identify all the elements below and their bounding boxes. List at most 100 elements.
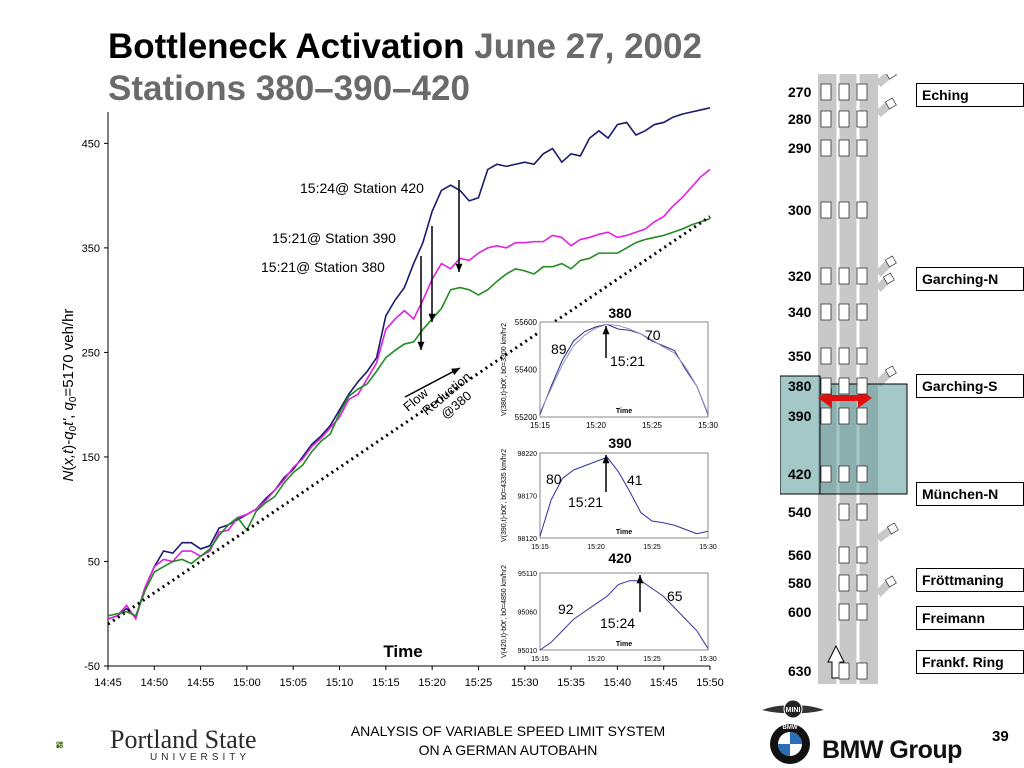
bmw-logos: MINI BMW [762,699,824,764]
title-stations: Stations 380–390–420 [108,69,470,108]
inset-title: 420 [608,550,632,566]
y-tick-label: 50 [88,556,100,568]
slide-number: 39 [992,728,1009,745]
lane-sign [820,465,832,483]
lane-sign [856,110,868,128]
inset-x-tick-label: 15:15 [531,656,549,663]
inset-380-label-time: 15:21 [610,353,645,369]
annotation-station-390: 15:21@ Station 390 [272,230,396,246]
lane-sign [838,83,850,101]
km-label: 280 [788,111,812,127]
series-line-2 [107,217,711,617]
x-tick-label: 15:10 [326,677,354,689]
ramp-sign [884,255,897,268]
inset-chart-390: 390 98120 98170 98220 15:15 15:20 15:25 15:30 Ti… [501,435,717,551]
slide-title: Bottleneck Activation June 27, 2002 Stat… [108,26,702,110]
lane-sign [838,347,850,365]
km-label: 270 [788,84,812,100]
km-label: 320 [788,268,812,284]
annotation-station-380: 15:21@ Station 380 [261,259,385,275]
inset-x-tick-label: 15:30 [699,544,717,551]
annotation-arrow-390-head [428,313,436,322]
km-label: 290 [788,140,812,156]
lane-sign [856,662,868,680]
inset-series-line-1 [539,323,709,414]
main-chart: -50 50 150 250 350 450 14:45 14:50 14:55 15:00 15:… [60,107,724,689]
footer-line-2: ON A GERMAN AUTOBAHN [418,742,598,758]
lane-sign [820,303,832,321]
inset-chart-420: 420 95010 95060 95110 15:15 15:20 15:25 15:30 Ti… [501,550,717,663]
x-tick-label: 15:15 [372,677,400,689]
inset-x-tick-label: 15:15 [530,421,551,430]
place-label-freimann: Freimann [916,606,1024,630]
x-tick-label: 15:20 [418,677,446,689]
x-tick-label: 15:25 [465,677,493,689]
lane-sign [838,303,850,321]
lane-sign [820,407,832,425]
lane-sign [838,603,850,621]
lane-sign [838,465,850,483]
lane-sign [820,83,832,101]
inset-x-tick-label: 15:20 [586,421,607,430]
company-name: BMW Group [822,736,962,764]
psu-logo-icon [56,741,63,749]
reference-line [107,215,711,626]
title-main: Bottleneck Activation [108,27,475,66]
ramp-sign [884,74,897,80]
inset-y-axis-title: V(380,t)-b0t', b0=3300 km/hr2 [501,323,508,416]
km-label: 350 [788,348,812,364]
annotation-arrow-420-head [455,263,463,272]
inset-series-line-0 [539,580,709,651]
ramp-sign [884,97,897,110]
inset-y-tick-label: 95060 [518,610,538,617]
series-line-0 [107,107,711,620]
annotation-arrow-flow-head [451,368,460,375]
inset-x-tick-label: 15:25 [642,421,663,430]
y-tick-label: 250 [82,347,100,359]
inset-plot-area [539,572,709,651]
y-axis-title: N(x,t)-q0t', q0=5170 veh/hr [60,309,79,482]
inset-x-tick-label: 15:15 [531,544,549,551]
lane-sign [838,662,850,680]
lane-sign [856,603,868,621]
x-tick-label: 15:50 [696,677,724,689]
lane-sign [856,574,868,592]
inset-y-tick-label: 95010 [518,648,538,655]
inset-390-label-right: 41 [627,472,643,488]
y-tick-label: 150 [82,452,100,464]
lane-sign [838,201,850,219]
lane-sign [838,407,850,425]
inset-y-tick-label: 55200 [515,413,538,422]
svg-text:MINI: MINI [786,707,801,714]
inset-390-label-left: 80 [546,471,562,487]
lane-sign [856,465,868,483]
place-label-garching-n: Garching-N [916,267,1024,291]
inset-title: 390 [608,435,632,451]
lane-sign [856,303,868,321]
km-label: 600 [788,604,812,620]
place-label-eching: Eching [916,83,1024,107]
inset-x-tick-label: 15:20 [587,656,605,663]
lane-sign [856,83,868,101]
lane-sign [856,377,868,395]
annotation-arrow-380-head [417,341,425,350]
annotation-flow-reduction: FlowReduction@380 [400,357,483,437]
lane-sign [856,407,868,425]
inset-y-tick-label: 95110 [518,571,537,578]
x-tick-label: 15:30 [511,677,539,689]
place-label-froettmaning: Fröttmaning [916,568,1024,592]
ramp-sign [884,365,897,378]
y-tick-label: 350 [82,243,100,255]
inset-x-axis-title: Time [616,529,632,536]
x-tick-label: 14:45 [94,677,122,689]
km-label: 420 [788,466,812,482]
inset-x-tick-label: 15:30 [698,421,719,430]
ramp-sign [882,272,895,285]
inset-420-label-left: 92 [558,601,574,617]
place-label-frankf-ring: Frankf. Ring [916,650,1024,674]
university-name: Portland State [110,725,257,754]
inset-plot-area [539,321,709,418]
km-label: 380 [788,378,812,394]
lane-sign [820,267,832,285]
km-label: 390 [788,408,812,424]
